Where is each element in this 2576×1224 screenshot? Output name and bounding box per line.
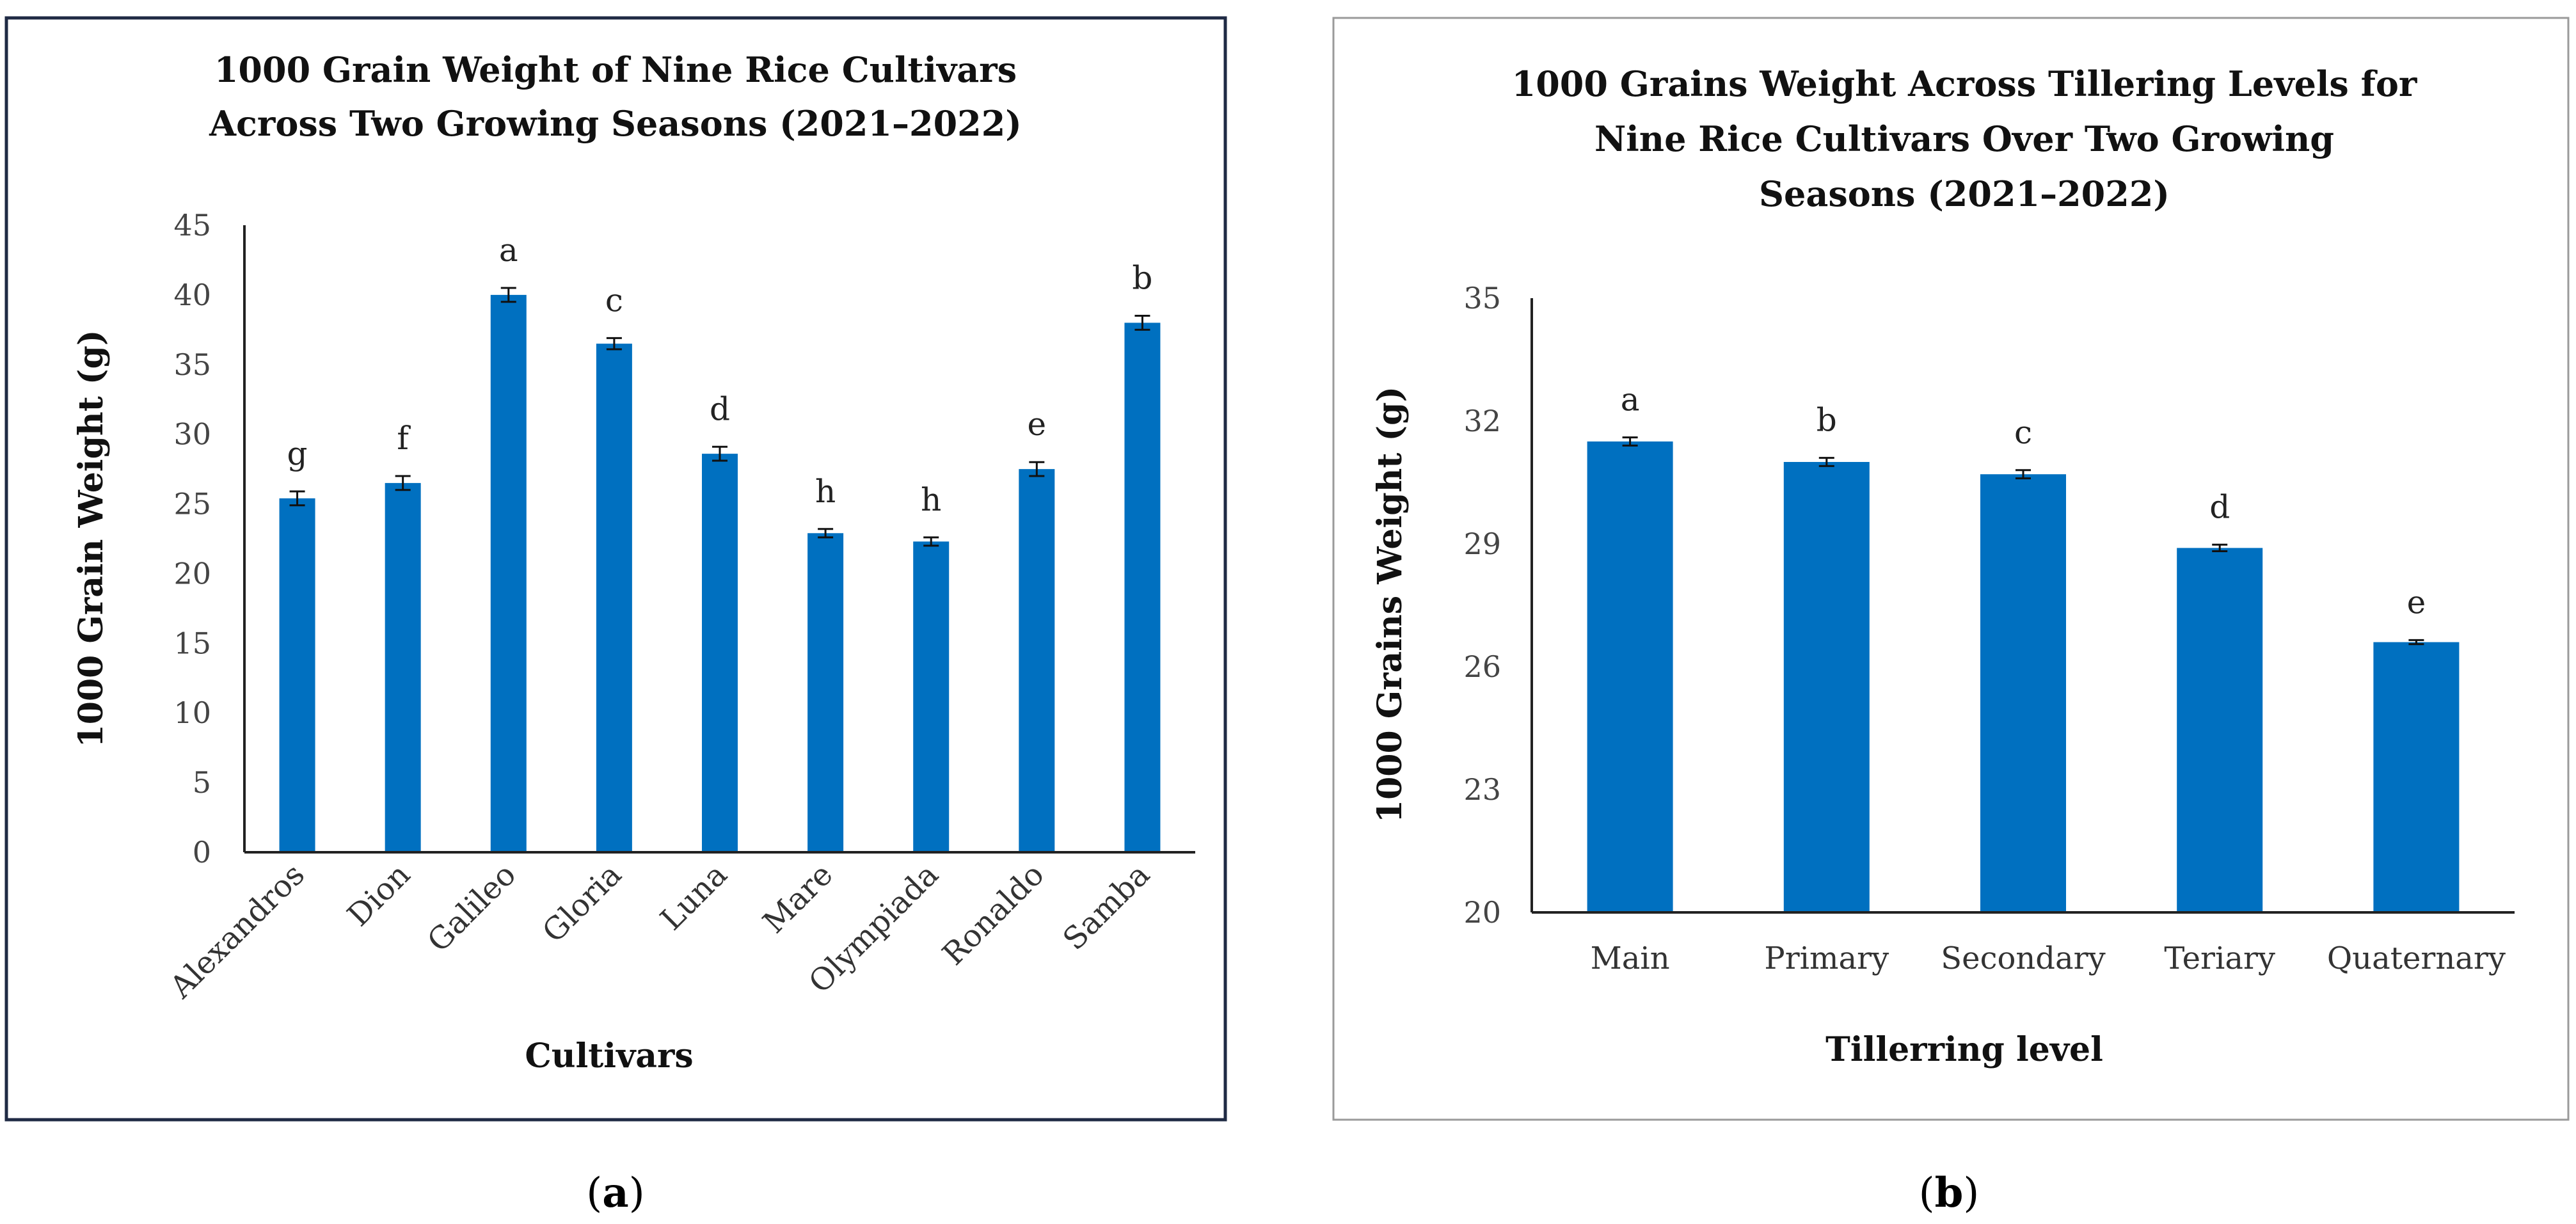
panel-a-significance-letter: h [921, 481, 941, 518]
panel-a-significance-letter: h [815, 473, 836, 510]
panel-a-bar [1124, 322, 1161, 852]
panel-b-caption-close: ) [1963, 1170, 1979, 1217]
panel-a-error-bar [606, 337, 622, 351]
panel-b-category-labels: Main Primary Secondary Teriary Quaternary [1591, 941, 2506, 976]
panel-b-significance-letter: a [1621, 381, 1640, 418]
panel-a-error-bar [923, 536, 939, 547]
panel-b-error-bars [1622, 436, 2424, 646]
panel-a-error-bar [395, 475, 411, 491]
panel-a-bar [385, 482, 421, 852]
panel-b-y-tick-label: 23 [1463, 772, 1501, 807]
panel-a-bar [913, 541, 950, 852]
panel-a-y-tick-label: 20 [173, 556, 211, 591]
panel-b-frame [1332, 17, 2570, 1121]
panel-b-caption-letter: b [1935, 1169, 1964, 1217]
panel-b-y-axis-label: 1000 Grains Weight (g) [1371, 386, 1410, 823]
panel-a-bars [279, 294, 1161, 852]
panel-a-bar [490, 294, 527, 852]
panel-a-y-tick-label: 40 [173, 278, 211, 312]
panel-a-y-axis-label: 1000 Grain Weight (g) [72, 330, 111, 748]
panel-a-y-tick-label: 25 [173, 487, 211, 521]
panel-a-significance-letter: e [1028, 406, 1047, 443]
panel-a-error-bars [289, 287, 1150, 547]
panel-a-y-tick-label: 35 [173, 347, 211, 382]
panel-b-bar [2177, 548, 2263, 912]
panel-a-caption: (a) [586, 1169, 644, 1217]
panel-b-category-label: Teriary [2164, 941, 2275, 976]
panel-b-category-label: Primary [1764, 941, 1889, 976]
panel-a-title-line-1: 1000 Grain Weight of Nine Rice Cultivars [214, 49, 1017, 90]
panel-b-significance-letter: e [2407, 584, 2426, 621]
panel-b-y-tick-label: 26 [1463, 649, 1501, 684]
panel-a-error-bar [289, 490, 305, 507]
panel-b-bars [1587, 441, 2460, 912]
panel-a-significance-letter: a [499, 232, 518, 269]
panel-b-title-line-3: Seasons (2021–2022) [1759, 173, 2170, 214]
panel-a-significance-letter: f [397, 420, 411, 457]
panel-a-title-line-2: Across Two Growing Seasons (2021–2022) [209, 103, 1022, 144]
panel-a-significance-letter: g [287, 435, 308, 472]
panel-b-bar [1587, 441, 1673, 912]
panel-b-error-bar [2015, 469, 2031, 480]
panel-a-error-bar [1134, 315, 1150, 331]
panel-a-y-tick-label: 10 [173, 695, 211, 730]
panel-b-category-label: Quaternary [2327, 941, 2506, 976]
panel-a-y-tick-label: 30 [173, 417, 211, 452]
panel-a-caption-open: ( [586, 1170, 602, 1217]
panel-b-y-tick-label: 35 [1463, 281, 1501, 315]
panel-b-x-axis-label: Tillerring level [1825, 1030, 2103, 1069]
panel-a-bar [279, 498, 315, 852]
panel-b-error-bar [1622, 436, 1638, 447]
panel-a-y-tick-label: 15 [173, 626, 211, 660]
panel-a-bar [596, 344, 632, 852]
panel-b-category-label: Secondary [1941, 941, 2105, 976]
panel-a-bar [807, 533, 844, 852]
panel-b-y-tick-label: 32 [1463, 404, 1501, 438]
panel-a-x-axis-label: Cultivars [525, 1037, 693, 1076]
panel-b-y-ticks: 20 23 26 29 32 35 [1463, 281, 1501, 930]
panel-b-caption: (b) [1919, 1169, 1980, 1217]
panel-a-y-tick-label: 0 [193, 835, 211, 870]
panel-a-significance-letter: d [710, 390, 730, 427]
panel-a-y-ticks: 0 5 10 15 20 25 30 35 40 45 [173, 208, 211, 870]
panel-b-chart: 1000 Grains Weight Across Tillering Leve… [1332, 17, 2570, 1121]
panel-a-significance-letters: g f a c d h h e b [287, 232, 1153, 518]
panel-b-error-bar [2408, 639, 2424, 646]
panel-b-category-label: Main [1591, 941, 1670, 976]
panel-b-error-bar [2212, 543, 2228, 553]
panel-b-significance-letter: b [1817, 402, 1837, 439]
panel-a-caption-letter: a [602, 1169, 628, 1217]
panel-a-bar [1019, 469, 1055, 852]
panel-b-y-tick-label: 20 [1463, 895, 1501, 930]
panel-a-y-tick-label: 5 [193, 765, 211, 800]
panel-b-caption-open: ( [1919, 1170, 1935, 1217]
panel-b-y-tick-label: 29 [1463, 527, 1501, 561]
panel-b-title-line-1: 1000 Grains Weight Across Tillering Leve… [1512, 63, 2417, 104]
panel-a-y-tick-label: 45 [173, 208, 211, 242]
panel-b-significance-letter: d [2209, 488, 2230, 525]
panel-a-caption-close: ) [629, 1170, 645, 1217]
panel-a-bar [702, 454, 738, 852]
panel-b-bar [1783, 462, 1870, 912]
panel-b-bar [2373, 642, 2460, 912]
panel-a-significance-letter: c [605, 282, 623, 319]
panel-a-error-bar [712, 445, 727, 462]
panel-b-bar [1980, 474, 2066, 912]
panel-b-significance-letters: a b c d e [1621, 381, 2426, 621]
panel-a-significance-letter: b [1132, 260, 1152, 297]
panel-a-error-bar [1029, 461, 1045, 477]
panel-b-error-bar [1818, 457, 1834, 467]
panel-a-error-bar [500, 287, 516, 303]
panel-a-error-bar [818, 528, 834, 539]
panel-b-significance-letter: c [2014, 414, 2032, 451]
panel-b-title-line-2: Nine Rice Cultivars Over Two Growing [1594, 118, 2334, 159]
panel-a-chart: 1000 Grain Weight of Nine Rice Cultivars… [4, 16, 1227, 1122]
